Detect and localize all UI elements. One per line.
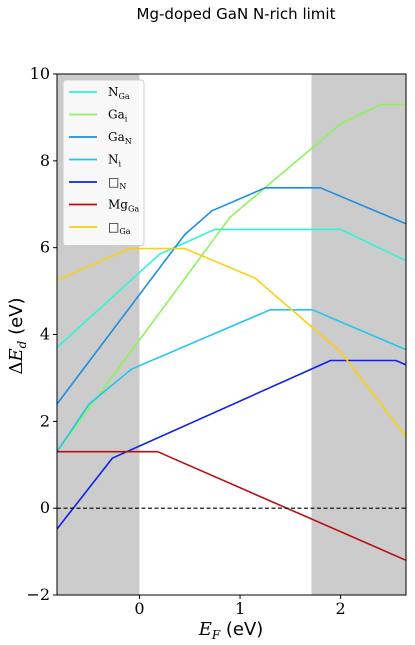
- series-line-Ga_N: [56, 187, 407, 405]
- legend-label-Mg_Ga: MgGa: [108, 198, 139, 214]
- series-line-□_Ga: [56, 247, 407, 437]
- legend: NGa Gai GaN Ni □N MgGa □Ga: [62, 79, 145, 246]
- legend-label-N_Ga: NGa: [108, 85, 130, 101]
- x-axis-label: EF (eV): [198, 619, 264, 642]
- legend-label-Ga_N: GaN: [108, 130, 132, 146]
- legend-label-□_Ga: □Ga: [108, 220, 131, 236]
- shaded-region-1: [311, 74, 406, 595]
- y-tick-label: 10: [30, 64, 50, 83]
- y-tick-label: 2: [40, 411, 50, 430]
- series-line-□_N: [56, 359, 407, 530]
- x-tick-label: 1: [235, 599, 245, 618]
- series-line-N_i: [56, 308, 407, 453]
- legend-label-N_i: Ni: [108, 153, 122, 169]
- y-axis-label: ΔEd (eV): [6, 298, 29, 375]
- series-line-N_Ga: [56, 228, 407, 349]
- chart-title: Mg-doped GaN N-rich limit: [137, 5, 336, 23]
- x-tick-label: 0: [134, 599, 144, 618]
- axes: 0 1 2 −2 0 2 4 6 8 10: [26, 64, 407, 618]
- legend-box: [62, 79, 145, 246]
- series-line-Mg_Ga: [57, 450, 407, 562]
- series-line-Ga_i: [56, 103, 406, 453]
- series-lines: [56, 103, 407, 562]
- legend-label-□_N: □N: [108, 175, 126, 191]
- y-tick-label: 0: [40, 498, 50, 517]
- y-tick-label: −2: [26, 585, 50, 604]
- legend-label-Ga_i: Gai: [108, 108, 128, 124]
- x-tick-label: 2: [336, 599, 346, 618]
- y-tick-label: 6: [40, 238, 50, 257]
- y-tick-label: 4: [40, 325, 50, 344]
- y-tick-label: 8: [40, 151, 50, 170]
